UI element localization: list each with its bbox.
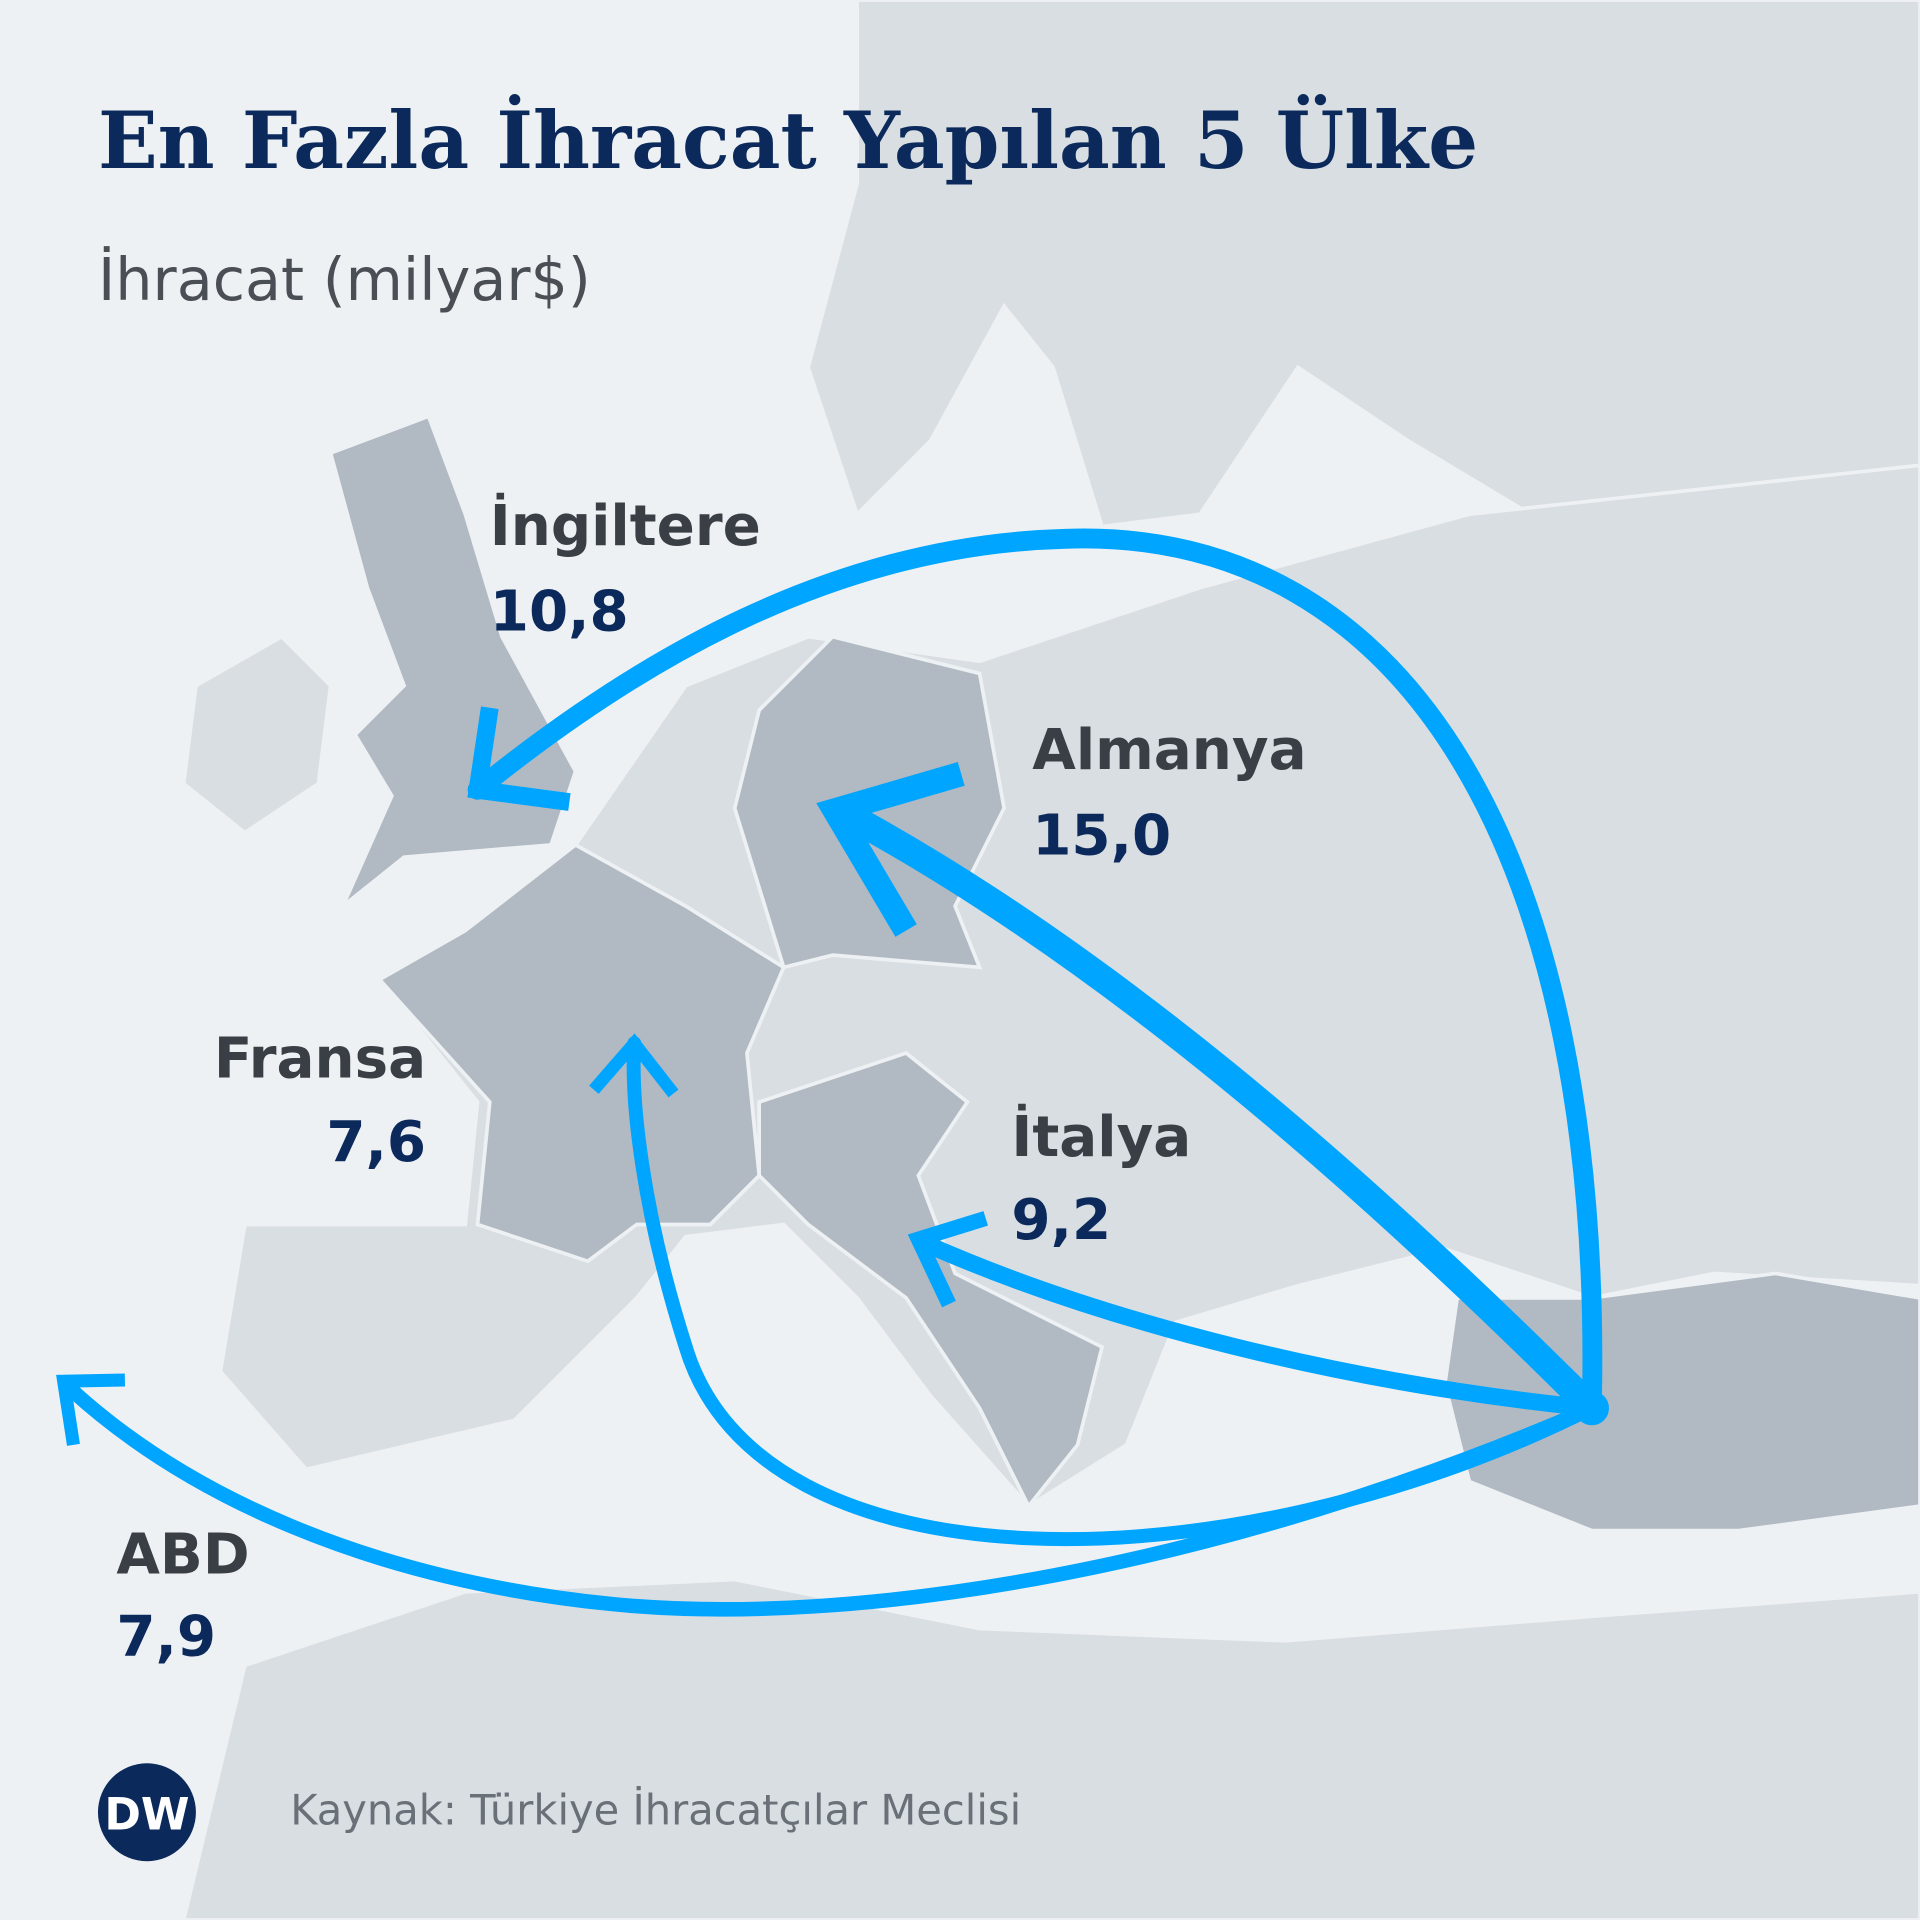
arrow-head: [589, 1033, 679, 1098]
title: En Fazla İhracat Yapılan 5 Ülke: [98, 94, 1478, 187]
country-name: Almanya: [1032, 718, 1306, 783]
ireland: [181, 634, 333, 835]
africa: [181, 1577, 1920, 1920]
country-name: ABD: [116, 1522, 249, 1587]
country-name: İtalya: [1011, 1103, 1191, 1170]
arrow-head: [56, 1373, 126, 1446]
scandinavia: [806, 0, 1920, 529]
arrow-head: [907, 1211, 988, 1308]
country-name: Fransa: [214, 1027, 426, 1092]
flow-arrow: [843, 806, 1606, 1422]
labels: İngiltere 10,8 Almanya 15,0 Fransa 7,6 İtalya 9…: [116, 492, 1306, 1670]
subtitle: İhracat (milyar$): [98, 245, 591, 314]
arrow-head: [467, 706, 571, 811]
flow-arrow: [912, 1233, 1601, 1417]
export-value: 9,2: [1011, 1188, 1111, 1253]
logo: DW: [97, 1763, 196, 1862]
logo-text: DW: [104, 1789, 189, 1840]
logo-circle: [97, 1763, 196, 1862]
uk: [328, 413, 578, 908]
origin: [1574, 1391, 1609, 1426]
export-value: 7,9: [116, 1605, 216, 1670]
flow-arrow: [467, 528, 1603, 1419]
source: Kaynak: Türkiye İhracatçılar Meclisi: [290, 1785, 1021, 1834]
flows: [56, 528, 1609, 1617]
country-name: İngiltere: [490, 492, 761, 559]
turkey: [1443, 1271, 1920, 1533]
export-value: 7,6: [326, 1110, 426, 1175]
arrow-head: [816, 761, 965, 937]
export-value: 10,8: [490, 580, 629, 645]
france: [376, 842, 786, 1264]
flow-arrow: [60, 1378, 1600, 1617]
export-value: 15,0: [1032, 804, 1171, 869]
